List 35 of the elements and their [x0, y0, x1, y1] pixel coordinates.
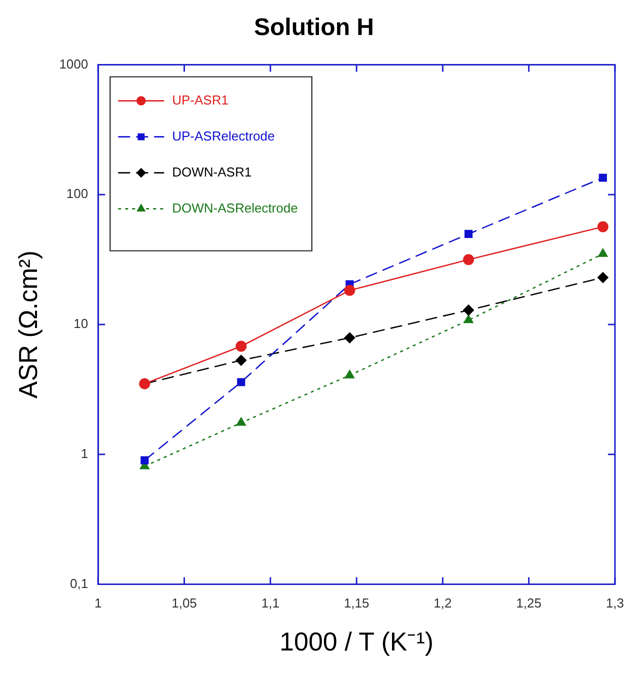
legend-label: UP-ASR1	[172, 92, 228, 108]
point	[598, 174, 607, 182]
point	[236, 354, 247, 366]
x-tick-label: 1	[94, 596, 102, 611]
point	[236, 417, 246, 426]
x-tick-label: 1,2	[434, 596, 452, 611]
point	[597, 221, 608, 232]
x-axis-title: 1000 / T (K⁻¹)	[280, 626, 434, 657]
point	[140, 456, 149, 464]
point	[464, 314, 474, 324]
point	[464, 230, 473, 238]
legend-label: DOWN-ASRelectrode	[172, 200, 298, 216]
x-tick-label: 1,25	[516, 596, 542, 611]
y-tick-label: 10	[74, 316, 88, 332]
y-axis-title: ASR (Ω.cm²)	[12, 250, 43, 398]
y-tick-label: 100	[66, 186, 88, 202]
y-tick-label: 0,1	[70, 576, 88, 591]
x-tick-label: 1,1	[261, 596, 280, 611]
legend-label: UP-ASRelectrode	[172, 128, 275, 144]
point	[598, 248, 608, 257]
x-tick-label: 1,15	[344, 596, 370, 611]
point	[344, 370, 354, 378]
point	[597, 272, 608, 284]
point	[344, 284, 356, 296]
legend-label: DOWN-ASR1	[172, 164, 252, 180]
point	[463, 304, 474, 316]
point	[236, 340, 247, 352]
x-tick-label: 1,3	[606, 596, 624, 611]
point	[237, 378, 246, 386]
y-tick-label: 1	[80, 446, 88, 461]
y-tick-label: 1000	[59, 56, 88, 72]
point	[344, 332, 356, 344]
x-tick-label: 1,05	[172, 596, 197, 611]
chart-title: Solution H	[254, 14, 374, 42]
point	[463, 254, 474, 266]
